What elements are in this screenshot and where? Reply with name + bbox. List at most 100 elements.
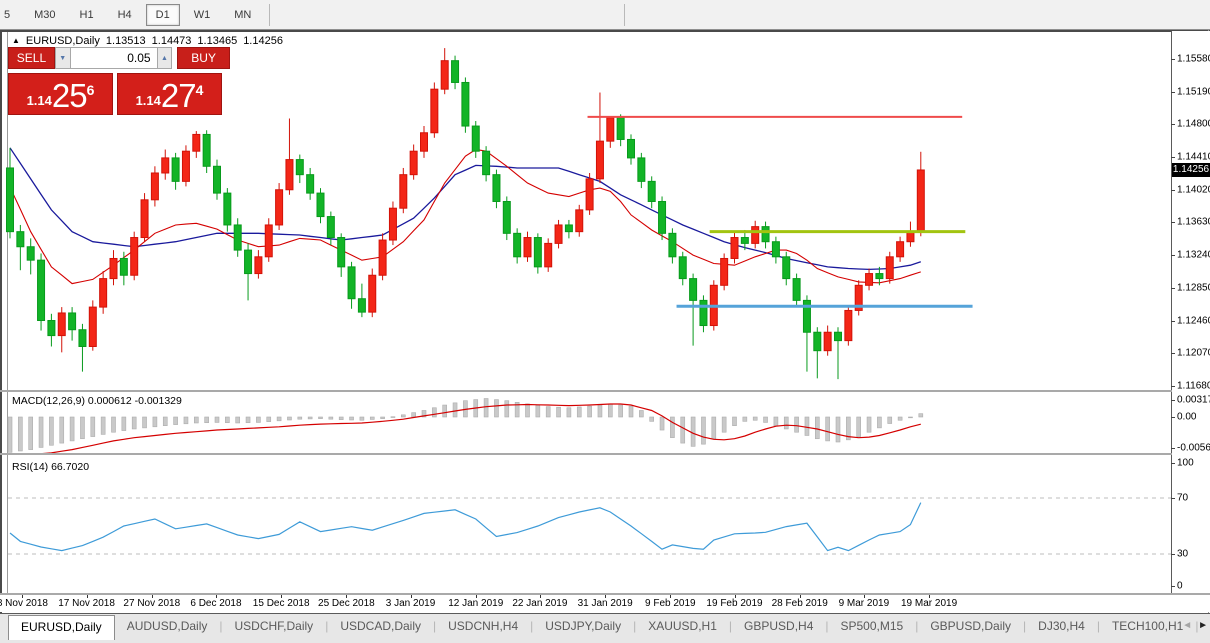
chart-window	[0, 30, 1210, 615]
tab-separator: |	[1096, 619, 1100, 633]
price-axis-label: 1.15190	[1177, 86, 1210, 98]
price-axis: 1.15580 1.15190 1.14800 1.14410 1.14020 1.136…	[1171, 31, 1210, 593]
window-frame-left-inner	[7, 32, 8, 593]
timeframe-button-d1[interactable]: D1	[145, 3, 180, 26]
date-label: 31 Jan 2019	[577, 598, 633, 609]
volume-increase-button[interactable]: ▲	[156, 47, 173, 69]
tab-usdcnh-h4[interactable]: USDCNH,H4	[448, 619, 519, 633]
sell-price-pips: 25	[51, 77, 88, 114]
price-axis-label: 1.12070	[1177, 347, 1210, 359]
chevron-up-icon: ▲	[160, 54, 168, 62]
price-axis-label: 1.15580	[1177, 53, 1210, 65]
date-label: 3 Jan 2019	[385, 598, 436, 609]
volume-decrease-button[interactable]: ▼	[54, 47, 71, 69]
rsi-axis-label: 0	[1177, 580, 1183, 592]
timeframe-button-mn[interactable]: MN	[234, 8, 252, 21]
tab-separator: |	[633, 619, 637, 633]
ohlc-close: 1.14256	[243, 35, 283, 47]
price-axis-label: 1.14410	[1177, 151, 1210, 163]
rsi-axis-label: 30	[1177, 548, 1189, 560]
timeframe-button-w1[interactable]: W1	[193, 8, 211, 21]
macd-pane-splitter[interactable]	[0, 390, 1210, 392]
price-axis-label-tick	[1171, 320, 1175, 322]
date-label: 19 Feb 2019	[706, 598, 763, 609]
sell-button[interactable]: SELL	[8, 47, 55, 69]
date-label: 9 Mar 2019	[838, 598, 890, 609]
price-axis-label-tick	[1171, 353, 1175, 355]
collapse-icon[interactable]: ▲	[12, 36, 20, 45]
timeframe-button-h4[interactable]: H4	[117, 8, 132, 21]
date-label: 9 Feb 2019	[645, 598, 696, 609]
date-label: 15 Dec 2018	[252, 598, 310, 609]
date-axis-splitter	[0, 593, 1210, 595]
tab-usdjpy-daily[interactable]: USDJPY,Daily	[545, 619, 622, 633]
tab-scroll-left-icon[interactable]: ◄	[1182, 620, 1193, 631]
tab-usdcad-daily[interactable]: USDCAD,Daily	[340, 619, 421, 633]
price-axis-label: 1.13630	[1177, 216, 1210, 228]
tab-tech100-h1[interactable]: TECH100,H1	[1111, 619, 1184, 633]
rsi-title: RSI(14) 66.7020	[12, 461, 90, 473]
toolbar-separator	[624, 3, 626, 26]
timeframe-button-5[interactable]: 5	[4, 8, 11, 21]
tab-scroll-right-icon[interactable]: ►	[1198, 620, 1208, 631]
price-axis-label-tick	[1171, 157, 1175, 159]
price-axis-label: 1.13240	[1177, 249, 1210, 261]
tab-xauusd-h1[interactable]: XAUUSD,H1	[648, 619, 717, 633]
volume-input[interactable]	[70, 47, 157, 69]
tab-separator: |	[915, 619, 919, 633]
rsi-pane-splitter[interactable]	[0, 453, 1210, 455]
macd-axis-label-tick	[1171, 417, 1175, 418]
buy-price-pipette: 4	[195, 82, 204, 98]
date-tick	[475, 595, 477, 598]
date-label: 27 Nov 2018	[123, 598, 181, 609]
price-axis-label-tick	[1171, 255, 1175, 257]
macd-axis-label-tick	[1171, 400, 1175, 401]
date-tick	[863, 595, 865, 598]
price-axis-label-tick	[1171, 124, 1175, 126]
price-axis-label-tick	[1171, 222, 1175, 224]
date-label: 12 Jan 2019	[448, 598, 504, 609]
tab-separator: |	[728, 619, 733, 633]
price-axis-label: 1.12850	[1177, 282, 1210, 294]
date-tick	[22, 595, 24, 598]
rsi-axis-label-tick	[1171, 498, 1175, 499]
date-tick	[86, 595, 88, 598]
timeframe-button-m30[interactable]: M30	[34, 8, 56, 21]
ohlc-high: 1.14473	[151, 35, 192, 47]
date-axis: 8 Nov 2018 17 Nov 2018 27 Nov 2018 6 Dec 20…	[0, 595, 1210, 612]
date-tick	[215, 595, 217, 598]
tab-eurusd-daily[interactable]: EURUSD,Daily	[8, 615, 115, 640]
moving-averages-layer	[9, 147, 922, 285]
rsi-indicator-pane[interactable]	[0, 455, 1171, 593]
timeframe-button-h1[interactable]: H1	[79, 8, 94, 21]
tab-usdchf-daily[interactable]: USDCHF,Daily	[234, 619, 314, 633]
window-frame-left	[0, 30, 2, 613]
rsi-axis-label-tick	[1171, 463, 1175, 464]
date-tick	[670, 595, 672, 598]
price-axis-separator	[1171, 31, 1172, 593]
tab-dj30-h4[interactable]: DJ30,H4	[1038, 619, 1085, 633]
tab-gbpusd-daily[interactable]: GBPUSD,Daily	[930, 619, 1012, 633]
main-chart-pane[interactable]	[0, 31, 1171, 390]
date-tick	[929, 595, 931, 598]
tab-gbpusd-h4[interactable]: GBPUSD,H4	[744, 619, 814, 633]
macd-axis-label: 0.003177	[1177, 394, 1210, 406]
date-tick	[346, 595, 348, 598]
date-label: 17 Nov 2018	[58, 598, 115, 609]
macd-indicator-pane[interactable]	[0, 392, 1171, 453]
rsi-axis-label: 70	[1177, 492, 1189, 504]
date-label: 8 Nov 2018	[0, 598, 48, 609]
price-axis-label-tick	[1171, 287, 1175, 289]
sell-price-pipette: 6	[86, 82, 95, 98]
buy-price-box[interactable]: 1.14 27 4	[117, 73, 222, 115]
price-axis-label: 1.11680	[1177, 380, 1210, 392]
sell-price-big-figure: 1.14	[26, 93, 52, 108]
buy-button[interactable]: BUY	[177, 47, 231, 69]
tab-audusd-daily[interactable]: AUDUSD,Daily	[126, 619, 208, 633]
tab-sp500-m15[interactable]: SP500,M15	[840, 619, 904, 633]
sell-price-box[interactable]: 1.14 25 6	[8, 73, 113, 115]
macd-axis-label: 0.00	[1177, 411, 1197, 423]
price-axis-label-tick	[1171, 385, 1175, 387]
candles-layer	[6, 48, 925, 380]
